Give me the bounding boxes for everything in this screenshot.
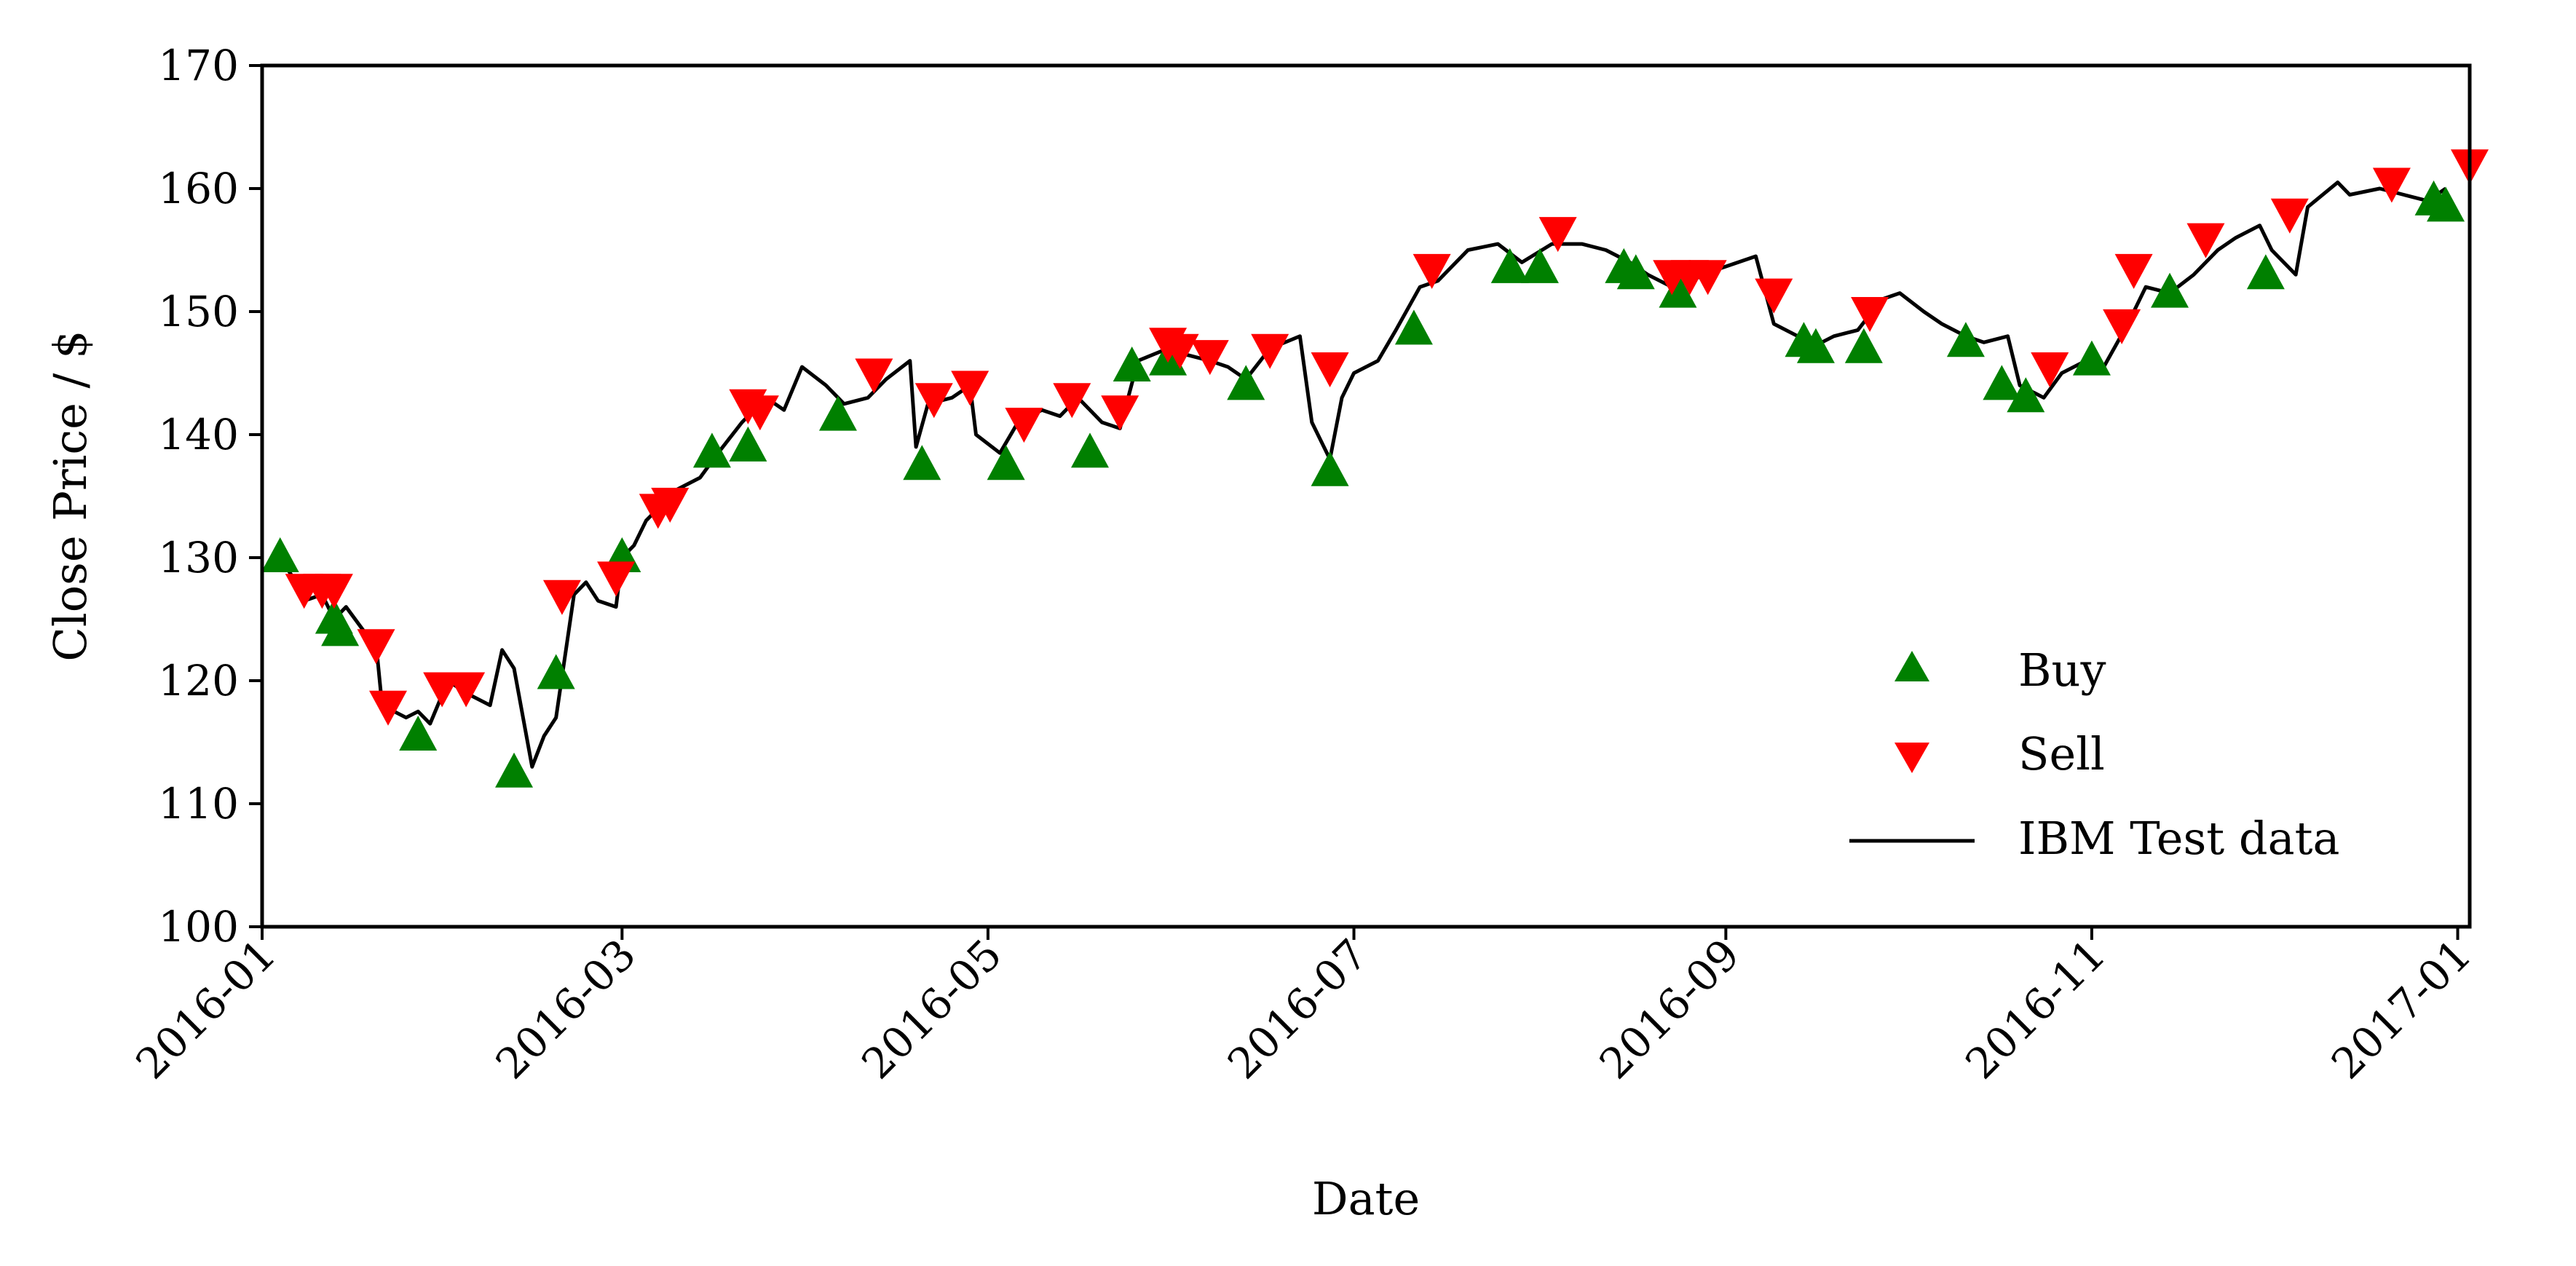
buy-marker-22: [1659, 272, 1697, 308]
buy-marker-8: [729, 426, 767, 462]
y-tick-label-1: 110: [158, 779, 239, 828]
sell-marker-25: [1538, 217, 1577, 253]
buy-marker-11: [987, 445, 1025, 480]
x-axis-label: Date: [1312, 1172, 1420, 1225]
buy-marker-7: [692, 432, 731, 468]
sell-marker-24: [1413, 253, 1451, 289]
legend-line-label: IBM Test data: [2018, 812, 2339, 865]
sell-marker-30: [1851, 297, 1889, 332]
buy-marker-5: [537, 654, 575, 689]
sell-marker-36: [2372, 167, 2411, 203]
buy-marker-15: [1227, 365, 1265, 400]
legend-buy-marker: [1895, 651, 1929, 681]
buy-marker-21: [1616, 254, 1655, 290]
sell-marker-4: [369, 690, 408, 726]
sell-marker-33: [2114, 253, 2153, 289]
y-tick-label-3: 130: [158, 533, 239, 582]
y-tick-label-5: 150: [158, 287, 239, 336]
sell-marker-3: [357, 629, 395, 665]
buy-marker-24: [1796, 328, 1835, 363]
sell-marker-10: [651, 487, 690, 523]
plot-frame: [260, 63, 2472, 929]
legend-buy-label: Buy: [2018, 644, 2106, 697]
sell-marker-8: [597, 561, 636, 597]
sell-marker-15: [951, 371, 989, 406]
y-tick-label-7: 170: [158, 41, 239, 90]
sell-marker-18: [1101, 395, 1139, 431]
sell-marker-6: [447, 672, 486, 708]
buy-marker-31: [2246, 254, 2285, 290]
buy-marker-27: [1983, 365, 2021, 400]
sell-marker-32: [2103, 309, 2141, 344]
series-line-ibm-test-data: [278, 181, 2447, 769]
buy-marker-2: [321, 611, 360, 646]
sell-marker-14: [914, 383, 953, 419]
buy-marker-10: [903, 445, 941, 480]
buy-marker-28: [2007, 377, 2045, 413]
y-tick-label-2: 120: [158, 656, 239, 705]
buy-marker-9: [818, 395, 857, 431]
y-axis-label: Close Price / $: [44, 330, 97, 661]
sell-marker-22: [1251, 333, 1289, 369]
sell-marker-29: [1755, 278, 1793, 314]
buy-marker-29: [2072, 340, 2111, 376]
y-tick-label-6: 160: [158, 164, 239, 213]
sell-marker-34: [2186, 223, 2225, 258]
buy-marker-12: [1071, 432, 1109, 468]
sell-marker-12: [740, 395, 779, 431]
legend: Buy Sell IBM Test data: [1849, 644, 2339, 865]
buy-marker-16: [1311, 451, 1349, 486]
buy-marker-25: [1844, 328, 1883, 363]
buy-marker-30: [2151, 272, 2189, 308]
buy-marker-0: [261, 537, 299, 572]
sell-marker-20: [1161, 333, 1199, 369]
series-layer: [261, 149, 2489, 788]
sell-marker-2: [315, 574, 353, 609]
sell-marker-7: [542, 579, 581, 615]
sell-marker-35: [2270, 198, 2309, 234]
sell-marker-23: [1311, 352, 1349, 388]
legend-sell-label: Sell: [2018, 727, 2105, 780]
sell-marker-5: [423, 672, 462, 708]
buy-marker-17: [1394, 309, 1433, 345]
sell-marker-31: [2031, 352, 2069, 388]
sell-marker-16: [1005, 408, 1043, 443]
sell-marker-28: [1688, 260, 1727, 296]
buy-marker-4: [495, 752, 534, 788]
buy-marker-33: [2427, 186, 2465, 222]
legend-sell-marker: [1895, 743, 1929, 773]
y-tick-label-4: 140: [158, 410, 239, 459]
sell-marker-13: [855, 358, 893, 394]
sell-marker-21: [1190, 340, 1229, 376]
buy-marker-3: [399, 716, 438, 751]
buy-marker-19: [1520, 248, 1559, 283]
buy-marker-18: [1490, 248, 1529, 283]
sell-marker-17: [1053, 383, 1091, 419]
buy-marker-13: [1113, 347, 1151, 382]
buy-marker-26: [1946, 322, 1985, 357]
y-tick-label-0: 100: [158, 902, 239, 952]
